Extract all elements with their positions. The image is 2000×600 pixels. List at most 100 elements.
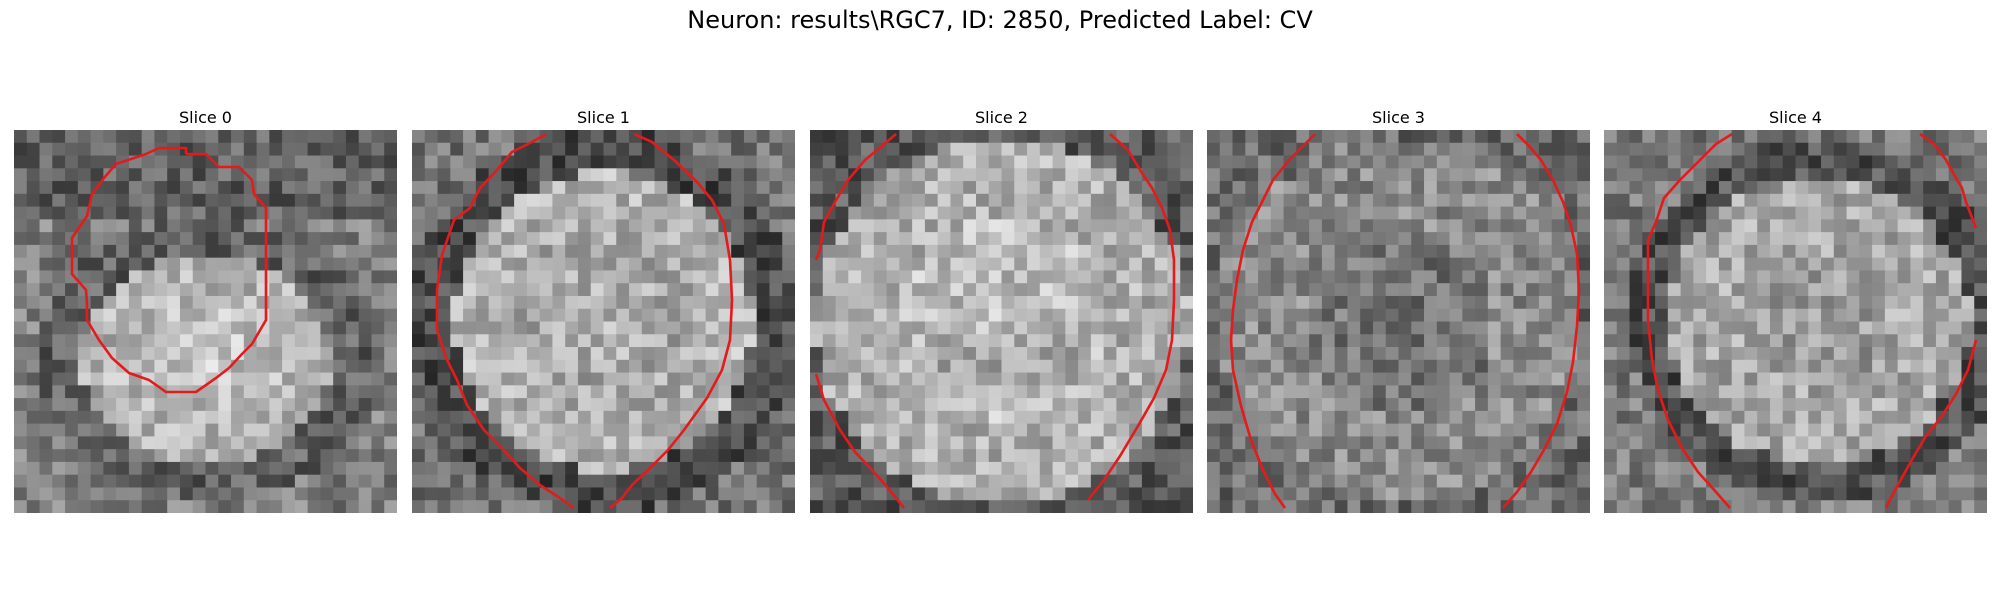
pixel <box>1897 385 1911 399</box>
pixel <box>1001 500 1015 513</box>
pixel <box>218 436 232 450</box>
pixel <box>488 321 502 335</box>
pixel <box>641 270 656 284</box>
slice-image-0 <box>14 130 397 513</box>
pixel <box>1500 130 1514 144</box>
pixel <box>1411 142 1425 157</box>
pixel <box>1538 334 1553 348</box>
pixel <box>1718 449 1733 463</box>
pixel <box>1014 423 1028 437</box>
pixel <box>218 283 232 297</box>
pixel <box>756 295 771 310</box>
pixel <box>52 257 66 272</box>
pixel <box>822 308 837 323</box>
pixel <box>1475 372 1489 386</box>
pixel <box>1821 181 1835 195</box>
pixel <box>654 334 668 348</box>
pixel <box>731 385 745 399</box>
pixel <box>358 321 373 335</box>
pixel <box>1462 423 1476 437</box>
pixel <box>886 398 900 412</box>
pixel <box>1757 206 1771 220</box>
pixel <box>1961 308 1975 323</box>
pixel <box>1154 295 1169 310</box>
pixel <box>1180 347 1193 361</box>
pixel <box>1769 334 1784 348</box>
pixel <box>1309 461 1323 476</box>
pixel <box>937 398 952 412</box>
pixel <box>1411 359 1425 374</box>
pixel <box>128 168 143 182</box>
pixel <box>988 436 1003 450</box>
pixel <box>743 193 758 208</box>
pixel <box>1334 219 1349 233</box>
pixel <box>1935 461 1950 476</box>
pixel <box>205 206 219 220</box>
pixel <box>782 398 795 412</box>
pixel <box>167 372 181 386</box>
pixel <box>924 321 939 335</box>
pixel <box>848 193 862 208</box>
pixel <box>1167 449 1181 463</box>
pixel <box>1232 474 1246 489</box>
pixel <box>1052 168 1066 182</box>
pixel <box>1180 219 1193 233</box>
pixel <box>384 142 397 157</box>
pixel <box>412 449 426 463</box>
pixel <box>718 168 732 182</box>
pixel <box>1309 436 1323 450</box>
pixel <box>692 283 707 297</box>
pixel <box>756 423 771 437</box>
pixel <box>1577 347 1590 361</box>
pixel <box>371 334 385 348</box>
pixel <box>654 270 668 284</box>
pixel <box>1538 244 1553 259</box>
pixel <box>1436 359 1451 374</box>
pixel <box>1207 334 1221 348</box>
pixel <box>1604 487 1618 501</box>
pixel <box>1270 142 1285 157</box>
pixel <box>577 372 592 386</box>
pixel <box>1795 168 1809 182</box>
pixel <box>782 219 795 233</box>
pixel <box>616 270 630 284</box>
pixel <box>463 372 477 386</box>
pixel <box>1859 308 1873 323</box>
pixel <box>937 385 952 399</box>
pixel <box>731 372 745 386</box>
pixel <box>320 257 334 272</box>
pixel <box>1629 410 1643 425</box>
pixel <box>899 308 913 323</box>
pixel <box>988 410 1003 425</box>
pixel <box>1141 232 1156 246</box>
pixel <box>1424 474 1438 489</box>
pixel <box>1296 436 1310 450</box>
pixel <box>154 219 168 233</box>
pixel <box>1232 449 1246 463</box>
pixel <box>1604 474 1618 489</box>
pixel <box>1270 232 1285 246</box>
pixel <box>731 283 745 297</box>
pixel <box>1027 410 1041 425</box>
pixel <box>718 295 732 310</box>
pixel <box>307 449 321 463</box>
pixel <box>116 295 130 310</box>
pixel <box>103 461 117 476</box>
pixel <box>231 423 245 437</box>
pixel <box>256 436 270 450</box>
pixel <box>1001 219 1015 233</box>
slice-panel-3: Slice 3 <box>1207 106 1590 513</box>
pixel <box>1808 359 1822 374</box>
pixel <box>1411 372 1425 386</box>
pixel <box>1258 334 1272 348</box>
pixel <box>873 449 888 463</box>
pixel <box>667 257 681 272</box>
pixel <box>1513 398 1527 412</box>
pixel <box>680 436 694 450</box>
pixel <box>269 372 283 386</box>
pixel <box>1731 500 1746 513</box>
pixel <box>1604 449 1618 463</box>
pixel <box>358 487 373 501</box>
pixel <box>1782 232 1797 246</box>
pixel <box>1372 436 1387 450</box>
